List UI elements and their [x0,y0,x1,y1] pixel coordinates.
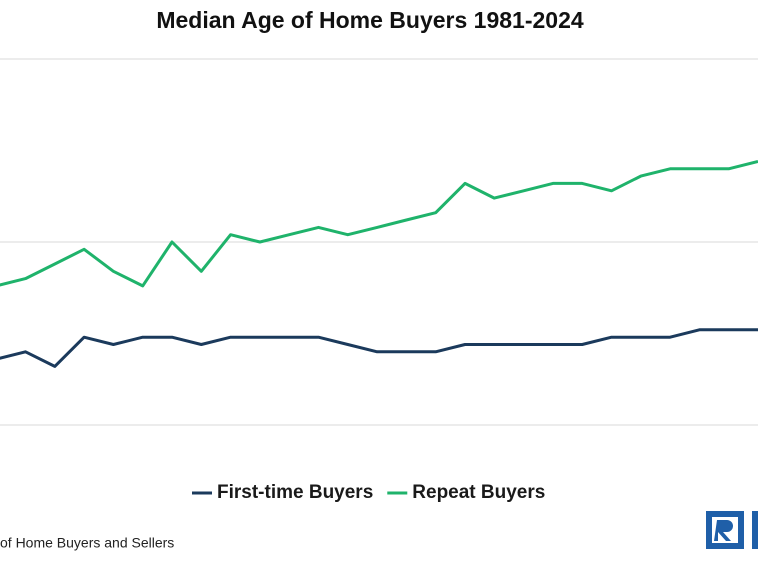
series-line [0,328,758,368]
legend-label: Repeat Buyers [412,482,545,503]
source-note: of Home Buyers and Sellers [0,535,174,551]
legend-label: First-time Buyers [217,482,373,503]
series-line [0,160,758,288]
legend: First-time Buyers Repeat Buyers [192,482,545,503]
chart-title: Median Age of Home Buyers 1981-2024 [156,7,584,33]
logo [706,511,758,549]
